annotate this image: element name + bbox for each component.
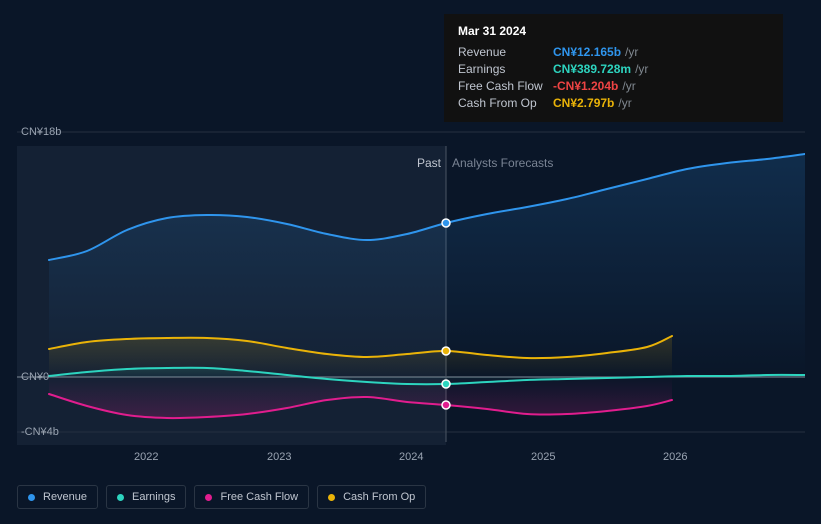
tooltip-row-value: CN¥389.728m <box>553 61 631 78</box>
tooltip-row-unit: /yr <box>635 61 648 78</box>
tooltip-row-value: -CN¥1.204b <box>553 78 618 95</box>
tooltip-row-unit: /yr <box>618 95 631 112</box>
tooltip-row-unit: /yr <box>625 44 638 61</box>
tooltip-row-revenue: RevenueCN¥12.165b/yr <box>458 44 769 61</box>
legend-item-earnings[interactable]: Earnings <box>106 485 186 509</box>
region-label-forecast: Analysts Forecasts <box>452 156 553 170</box>
x-tick-label: 2023 <box>267 451 291 463</box>
legend-dot <box>205 494 212 501</box>
y-tick-label: -CN¥4b <box>21 426 59 438</box>
chart-tooltip: Mar 31 2024 RevenueCN¥12.165b/yrEarnings… <box>444 14 783 122</box>
tooltip-row-label: Earnings <box>458 61 553 78</box>
legend-label: Earnings <box>132 491 175 503</box>
tooltip-row-label: Revenue <box>458 44 553 61</box>
x-tick-label: 2022 <box>134 451 158 463</box>
tooltip-row-free-cash-flow: Free Cash Flow-CN¥1.204b/yr <box>458 78 769 95</box>
legend-item-revenue[interactable]: Revenue <box>17 485 98 509</box>
y-tick-label: CN¥18b <box>21 126 61 138</box>
tooltip-row-unit: /yr <box>622 78 635 95</box>
tooltip-row-earnings: EarningsCN¥389.728m/yr <box>458 61 769 78</box>
y-tick-label: CN¥0 <box>21 371 49 383</box>
tooltip-row-cash-from-op: Cash From OpCN¥2.797b/yr <box>458 95 769 112</box>
region-label-past: Past <box>417 156 441 170</box>
tooltip-row-value: CN¥2.797b <box>553 95 614 112</box>
x-tick-label: 2026 <box>663 451 687 463</box>
tooltip-date: Mar 31 2024 <box>458 24 769 38</box>
legend-dot <box>28 494 35 501</box>
tooltip-row-label: Cash From Op <box>458 95 553 112</box>
tooltip-row-value: CN¥12.165b <box>553 44 621 61</box>
financials-forecast-chart: Mar 31 2024 RevenueCN¥12.165b/yrEarnings… <box>0 0 821 524</box>
legend-label: Free Cash Flow <box>220 491 298 503</box>
legend-label: Revenue <box>43 491 87 503</box>
legend-item-cash_from_op[interactable]: Cash From Op <box>317 485 426 509</box>
chart-legend: Revenue Earnings Free Cash Flow Cash From O… <box>17 485 426 509</box>
x-tick-label: 2025 <box>531 451 555 463</box>
legend-dot <box>328 494 335 501</box>
legend-dot <box>117 494 124 501</box>
legend-label: Cash From Op <box>343 491 415 503</box>
x-tick-label: 2024 <box>399 451 423 463</box>
tooltip-row-label: Free Cash Flow <box>458 78 553 95</box>
legend-item-free_cash_flow[interactable]: Free Cash Flow <box>194 485 309 509</box>
